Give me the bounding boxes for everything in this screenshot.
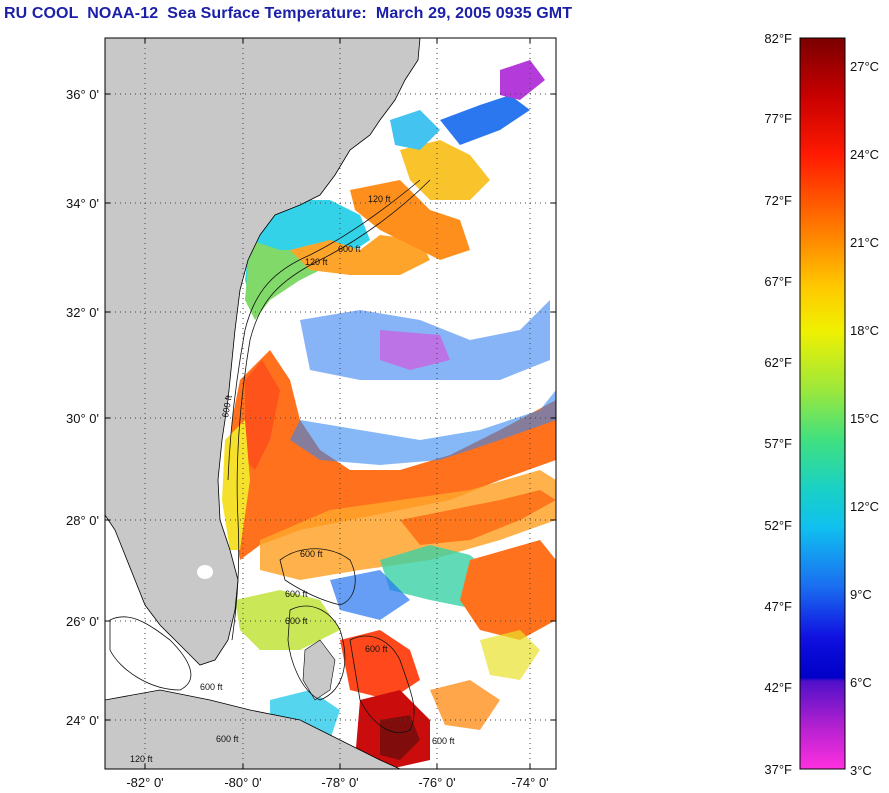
colorbar: [799, 37, 846, 770]
isobaths: [109, 179, 431, 733]
lat-label: 36° 0': [66, 87, 99, 102]
latitude-labels: 36° 0' 34° 0' 32° 0' 30° 0' 28° 0' 26° 0…: [66, 87, 99, 728]
fahrenheit-label: 62°F: [764, 355, 792, 370]
fahrenheit-label: 72°F: [764, 193, 792, 208]
land-andros: [302, 639, 336, 701]
map-panel: 120 ft 600 ft 120 ft 600 ft 600 ft 600 f…: [105, 38, 556, 769]
celsius-label: 9°C: [850, 587, 872, 602]
lat-label: 34° 0': [66, 196, 99, 211]
fahrenheit-label: 67°F: [764, 274, 792, 289]
isobath-label: 600 ft: [300, 549, 323, 559]
isobath-label: 120 ft: [368, 194, 391, 204]
celsius-label: 3°C: [850, 763, 872, 778]
lake-okeechobee: [197, 565, 213, 579]
celsius-label: 18°C: [850, 323, 879, 338]
fahrenheit-label: 77°F: [764, 111, 792, 126]
map-title: RU COOL NOAA-12 Sea Surface Temperature:…: [4, 5, 573, 22]
colorbar-fahrenheit-labels: 82°F 77°F 72°F 67°F 62°F 57°F 52°F 47°F …: [764, 31, 792, 777]
isobath-label: 600 ft: [220, 394, 234, 418]
isobath-label: 120 ft: [305, 257, 328, 267]
land-cuba: [105, 689, 401, 769]
colorbar-celsius-labels: 27°C 24°C 21°C 18°C 15°C 12°C 9°C 6°C 3°…: [850, 59, 879, 778]
map-frame: [104, 37, 557, 770]
lat-label: 26° 0': [66, 614, 99, 629]
lon-label: -78° 0': [321, 775, 358, 790]
lon-label: -80° 0': [224, 775, 261, 790]
fahrenheit-label: 57°F: [764, 436, 792, 451]
lat-label: 30° 0': [66, 411, 99, 426]
isobath-label: 600 ft: [285, 589, 308, 599]
isobath-labels: 120 ft 600 ft 120 ft 600 ft 600 ft 600 f…: [130, 194, 455, 764]
lon-label: -76° 0': [418, 775, 455, 790]
isobath-label: 600 ft: [432, 736, 455, 746]
lat-label: 24° 0': [66, 713, 99, 728]
fahrenheit-label: 47°F: [764, 599, 792, 614]
celsius-label: 27°C: [850, 59, 879, 74]
axis-ticks: [105, 38, 556, 769]
celsius-label: 21°C: [850, 235, 879, 250]
isobath-label: 600 ft: [216, 734, 239, 744]
lat-label: 28° 0': [66, 513, 99, 528]
celsius-label: 24°C: [850, 147, 879, 162]
celsius-label: 6°C: [850, 675, 872, 690]
fahrenheit-label: 52°F: [764, 518, 792, 533]
isobath-label: 600 ft: [365, 644, 388, 654]
celsius-label: 12°C: [850, 499, 879, 514]
lat-label: 32° 0': [66, 305, 99, 320]
isobath-label: 120 ft: [130, 754, 153, 764]
lon-label: -74° 0': [511, 775, 548, 790]
fahrenheit-label: 82°F: [764, 31, 792, 46]
longitude-labels: -82° 0' -80° 0' -78° 0' -76° 0' -74° 0': [126, 775, 548, 790]
lon-label: -82° 0': [126, 775, 163, 790]
graticule: [105, 38, 556, 769]
celsius-label: 15°C: [850, 411, 879, 426]
fahrenheit-label: 42°F: [764, 680, 792, 695]
isobath-label: 600 ft: [200, 682, 223, 692]
isobath-label: 600 ft: [285, 616, 308, 626]
isobath-label: 600 ft: [338, 244, 361, 254]
land-florida: [105, 38, 421, 666]
fahrenheit-label: 37°F: [764, 762, 792, 777]
